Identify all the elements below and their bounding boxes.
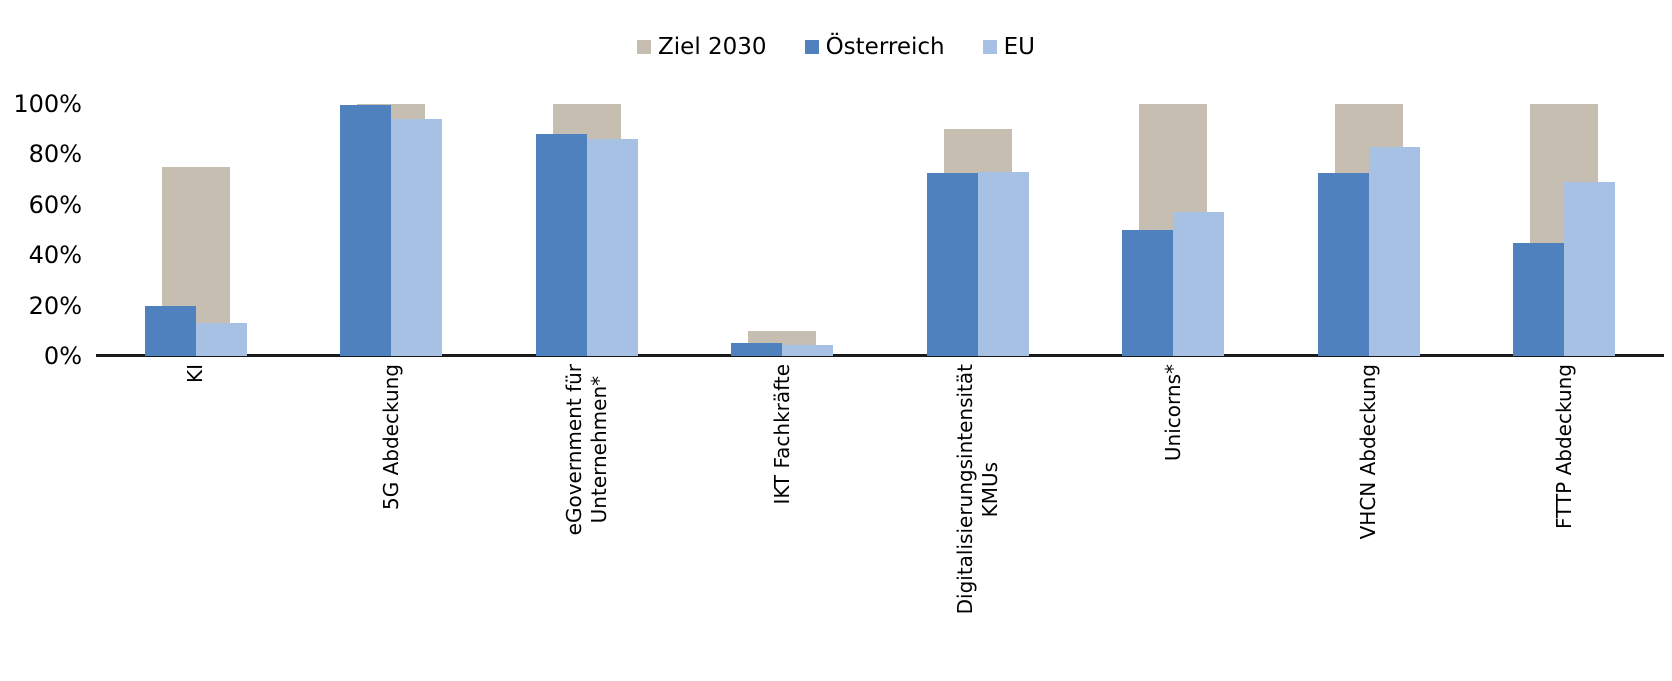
- bar--sterreich-2: [535, 134, 587, 356]
- bar-group-3: [685, 104, 881, 356]
- y-tick-label: 0%: [43, 342, 82, 370]
- bar-group-7: [1467, 104, 1663, 356]
- bar--sterreich-4: [926, 173, 978, 356]
- legend-swatch-icon: [804, 40, 819, 54]
- bar-group-6: [1271, 104, 1467, 356]
- x-label: IKT Fachkräfte: [769, 364, 794, 505]
- bar--sterreich-1: [340, 105, 392, 356]
- y-tick-label: 20%: [28, 291, 82, 320]
- x-label: Digitalisierungsintensität KMUs: [952, 364, 1002, 615]
- bar--sterreich-6: [1317, 173, 1369, 356]
- bar-group-1: [294, 104, 490, 356]
- x-label: KI: [183, 364, 208, 384]
- bar--sterreich-0: [144, 305, 196, 356]
- legend-label: EU: [1003, 34, 1035, 60]
- bar-eu-2: [586, 139, 638, 356]
- bar-eu-3: [782, 344, 834, 356]
- x-label-cell-0: KI: [98, 364, 294, 679]
- plot-area: [98, 104, 1662, 356]
- x-label-cell-6: VHCN Abdeckung: [1271, 364, 1467, 679]
- bar-eu-1: [391, 119, 443, 356]
- bar--sterreich-3: [731, 343, 783, 356]
- bar-eu-7: [1564, 182, 1616, 356]
- legend-label: Österreich: [825, 34, 945, 60]
- y-tick-label: 60%: [28, 190, 82, 219]
- bar-group-2: [489, 104, 685, 356]
- bar--sterreich-5: [1122, 230, 1174, 356]
- y-tick-label: 100%: [13, 90, 82, 118]
- x-label: eGovernment für Unternehmen*: [561, 364, 611, 536]
- x-label-cell-4: Digitalisierungsintensität KMUs: [880, 364, 1076, 679]
- y-tick-label: 80%: [28, 140, 82, 169]
- x-label: 5G Abdeckung: [378, 364, 403, 510]
- y-axis: 0% 20% 40% 60% 80% 100%: [0, 90, 88, 370]
- bar-group-5: [1076, 104, 1272, 356]
- x-label-cell-2: eGovernment für Unternehmen*: [489, 364, 685, 679]
- legend: Ziel 2030 Österreich EU: [0, 34, 1672, 60]
- x-axis-line: [96, 354, 1664, 357]
- x-label-cell-7: FTTP Abdeckung: [1467, 364, 1663, 679]
- y-tick-label: 40%: [28, 241, 82, 270]
- legend-item-0: Ziel 2030: [637, 34, 767, 60]
- legend-swatch-icon: [637, 40, 652, 54]
- x-label: VHCN Abdeckung: [1356, 364, 1381, 540]
- bar-eu-6: [1368, 146, 1420, 356]
- x-label: Unicorns*: [1160, 364, 1185, 462]
- bar-group-4: [880, 104, 1076, 356]
- legend-label: Ziel 2030: [658, 34, 767, 60]
- x-label-cell-1: 5G Abdeckung: [294, 364, 490, 679]
- bar--sterreich-7: [1513, 242, 1565, 356]
- x-label-cell-5: Unicorns*: [1076, 364, 1272, 679]
- legend-swatch-icon: [982, 40, 997, 54]
- x-label-cell-3: IKT Fachkräfte: [685, 364, 881, 679]
- legend-item-2: EU: [982, 34, 1035, 60]
- x-axis-labels: KI 5G Abdeckung eGovernment für Unternehme…: [98, 364, 1662, 679]
- bar-eu-0: [195, 323, 247, 356]
- bar-eu-4: [977, 172, 1029, 356]
- bar-group-0: [98, 104, 294, 356]
- x-label: FTTP Abdeckung: [1551, 364, 1576, 530]
- legend-item-1: Österreich: [804, 34, 945, 60]
- bar-eu-5: [1173, 212, 1225, 356]
